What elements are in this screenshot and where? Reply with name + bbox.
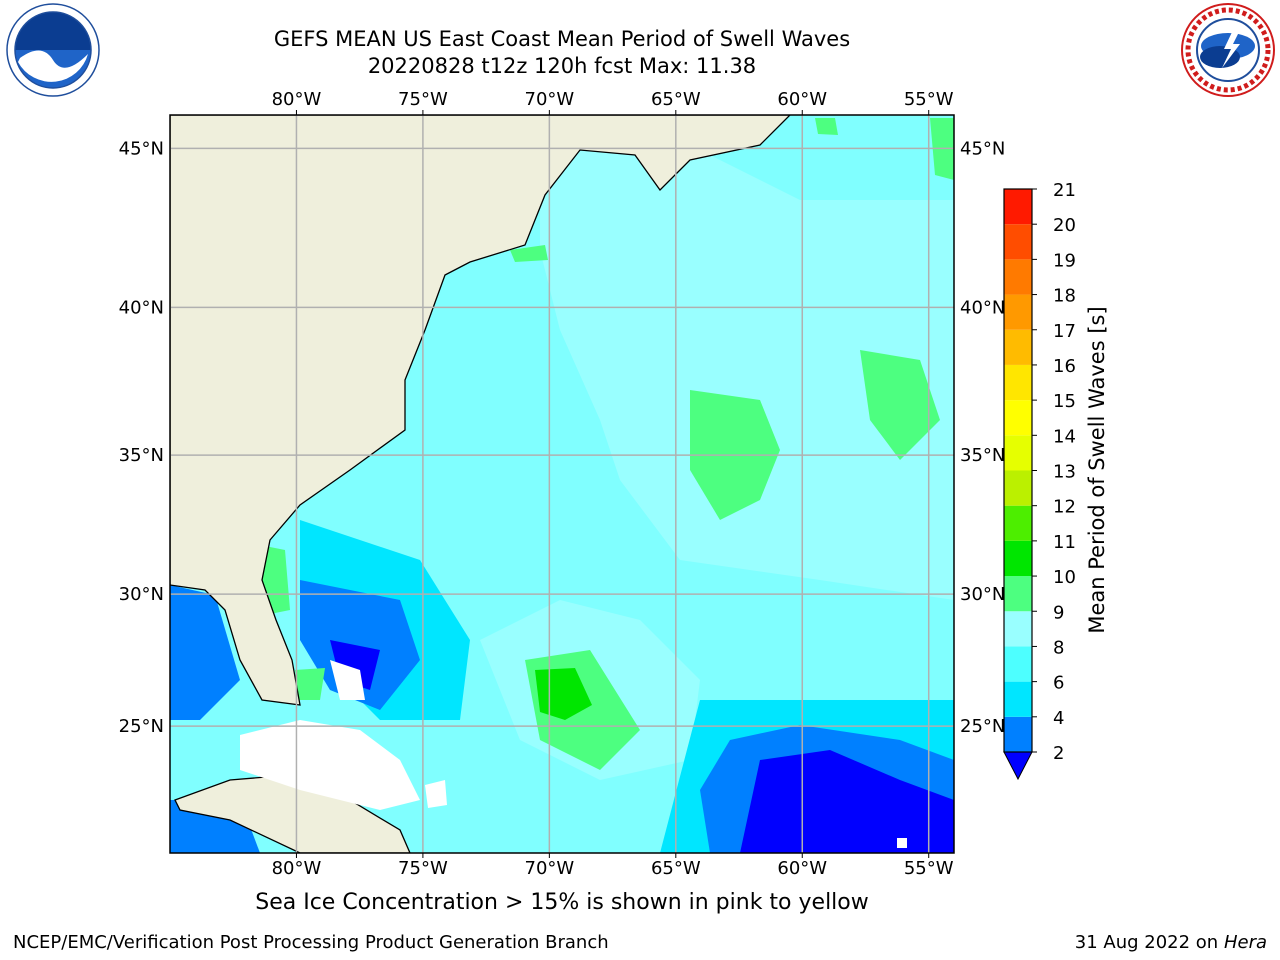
colorbar-tick-label: 20 (1053, 215, 1076, 236)
colorbar-tick-label: 14 (1053, 426, 1076, 447)
sea-ice-note: Sea Ice Concentration > 15% is shown in … (255, 890, 869, 915)
colorbar-segment (1004, 294, 1032, 330)
lat-label-left: 45°N (119, 138, 164, 159)
colorbar-segment (1004, 400, 1032, 436)
colorbar-segment (1004, 435, 1032, 471)
land-mass (170, 115, 791, 853)
colorbar-segment (1004, 681, 1032, 717)
lon-label-bottom: 70°W (525, 858, 575, 879)
lon-label-top: 55°W (904, 89, 954, 110)
colorbar-segment (1004, 505, 1032, 541)
footer-machine: Hera (1223, 932, 1267, 953)
map-axis-labels: 80°W 80°W 75°W 75°W 70°W 70°W 65°W 65°W 60°W 60°W… (119, 89, 1006, 879)
footer-on-text: on (1195, 932, 1219, 953)
colorbar-tick-label: 12 (1053, 497, 1076, 518)
lon-label-top: 60°W (777, 89, 827, 110)
colorbar-tick-label: 4 (1053, 708, 1064, 729)
lon-label-top: 80°W (272, 89, 322, 110)
colorbar-segment (1004, 364, 1032, 401)
lon-label-top: 70°W (525, 89, 575, 110)
colorbar-tick-label: 16 (1053, 356, 1076, 377)
colorbar-segment (1004, 259, 1032, 295)
lon-label-bottom: 80°W (272, 858, 322, 879)
colorbar-segment (1004, 329, 1032, 365)
colorbar-tick-label: 17 (1053, 321, 1076, 342)
colorbar-tick-label: 15 (1053, 391, 1076, 412)
footer-date: 31 Aug 2022 on Hera (1075, 932, 1267, 953)
lat-label-right: 40°N (960, 297, 1005, 318)
colorbar-under-arrow (1003, 751, 1033, 781)
colorbar-tick-label: 6 (1053, 673, 1064, 694)
colorbar-tick-label: 9 (1053, 602, 1064, 623)
chart-subtitle: 20220828 t12z 120h fcst Max: 11.38 (367, 54, 757, 78)
lon-label-bottom: 60°W (777, 858, 827, 879)
colorbar-tick-label: 2 (1053, 743, 1064, 764)
colorbar-segment (1004, 576, 1032, 612)
lat-label-left: 40°N (119, 297, 164, 318)
colorbar-segment (1004, 224, 1032, 260)
lon-label-bottom: 65°W (651, 858, 701, 879)
colorbar-tick-label: 18 (1053, 286, 1076, 307)
lat-label-right: 25°N (960, 716, 1005, 737)
lat-label-left: 35°N (119, 445, 164, 466)
colorbar-segment (1004, 540, 1032, 577)
lon-label-bottom: 55°W (904, 858, 954, 879)
lon-label-bottom: 75°W (398, 858, 448, 879)
no-data-areas (240, 660, 907, 848)
chart-title: GEFS MEAN US East Coast Mean Period of S… (273, 27, 851, 51)
lat-label-right: 35°N (960, 445, 1005, 466)
lat-label-left: 25°N (119, 716, 164, 737)
lat-label-left: 30°N (119, 584, 164, 605)
footer-branch: NCEP/EMC/Verification Post Processing Pr… (13, 932, 609, 953)
colorbar-segment (1004, 646, 1032, 682)
lat-label-right: 45°N (960, 138, 1005, 159)
map-gridlines (170, 110, 954, 858)
lon-label-top: 65°W (651, 89, 701, 110)
noaa-logo-icon (6, 3, 100, 97)
colorbar: 2 4 6 8 9 10 11 12 13 14 15 16 17 18 19 20 21 (1003, 180, 1076, 781)
map-frame (169, 114, 955, 854)
colorbar-tick-label: 19 (1053, 250, 1076, 271)
colorbar-tick-label: 13 (1053, 462, 1076, 483)
colorbar-segment (1004, 189, 1032, 225)
colorbar-tick-label: 10 (1053, 567, 1076, 588)
colorbar-segment (1004, 470, 1032, 506)
lat-label-right: 30°N (960, 584, 1005, 605)
footer-date-text: 31 Aug 2022 (1074, 932, 1191, 953)
colorbar-tick-label: 11 (1053, 532, 1076, 553)
lon-label-top: 75°W (398, 89, 448, 110)
colorbar-label: Mean Period of Swell Waves [s] (1085, 306, 1109, 634)
nws-logo-icon (1181, 3, 1275, 97)
colorbar-tick-label: 8 (1053, 637, 1064, 658)
colorbar-tick-label: 21 (1053, 180, 1076, 201)
colorbar-segment (1004, 611, 1032, 647)
colorbar-segment (1004, 716, 1032, 752)
